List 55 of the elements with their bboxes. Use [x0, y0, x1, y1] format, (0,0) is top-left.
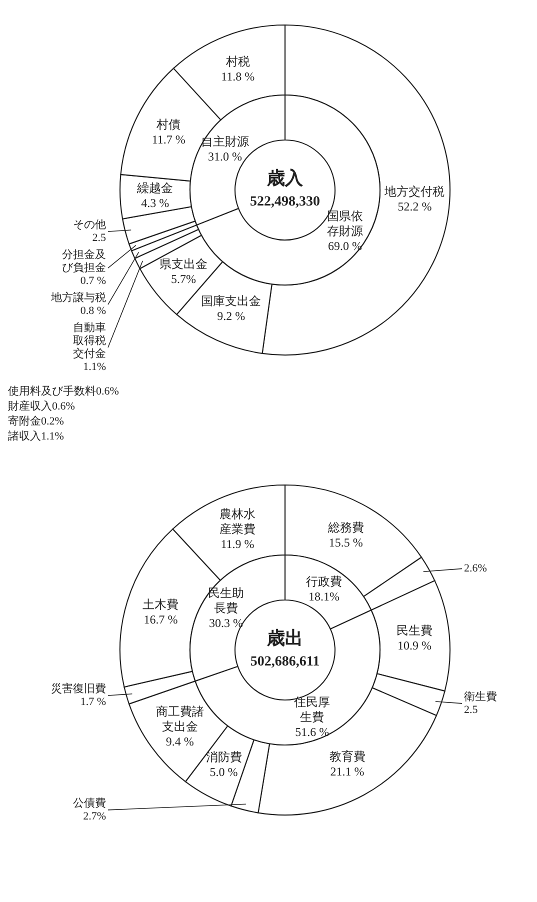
- data-label: 2.7%: [83, 810, 106, 822]
- data-label: 15.5 %: [328, 536, 363, 550]
- text: 使用料及び手数料0.6%: [8, 384, 119, 398]
- text: 諸収入1.1%: [8, 430, 64, 443]
- text: 502,686,611: [250, 654, 320, 670]
- text: 寄附金0.2%: [8, 414, 64, 428]
- slice-label: 県支出金: [160, 256, 208, 271]
- slice-label: 分担金及び負担金: [62, 249, 106, 274]
- data-label: 11.7 %: [152, 132, 186, 147]
- slice-label: 衛生費: [464, 690, 497, 703]
- data-label: 52.2 %: [398, 199, 432, 214]
- slice-label: 地方交付税: [384, 184, 445, 198]
- data-label: 2.6%: [464, 562, 487, 575]
- data-label: 31.0 %: [208, 150, 242, 164]
- slice-label: 公債費: [73, 796, 106, 810]
- slice-label: 自動車取得税交付金: [73, 321, 106, 360]
- data-label: 21.1 %: [330, 764, 364, 779]
- slice-label: 行政費: [306, 574, 342, 588]
- data-label: 9.2 %: [217, 308, 246, 323]
- slice-label: 消防費: [206, 750, 242, 764]
- slice-label: 地方譲与税: [50, 291, 106, 304]
- data-label: 9.4 %: [166, 734, 194, 748]
- slice-label: 住民厚生費: [293, 695, 330, 724]
- data-label: 16.7 %: [144, 612, 178, 626]
- slice-label: 教育費: [329, 750, 366, 764]
- slice-label: 民生費: [396, 624, 432, 638]
- data-label: 0.7 %: [80, 275, 106, 288]
- data-label: 1.7 %: [80, 696, 106, 708]
- slice-label: 村税: [224, 54, 250, 68]
- data-label: 0.8 %: [80, 305, 106, 318]
- slice-label: 村債: [156, 118, 181, 132]
- data-label: 2.5: [92, 232, 106, 244]
- text: 財産収入0.6%: [8, 400, 75, 413]
- data-label: 11.8 %: [221, 69, 255, 84]
- data-label: 18.1%: [308, 589, 340, 604]
- data-label: 5.7%: [171, 272, 196, 286]
- data-label: 11.9 %: [220, 536, 254, 551]
- slice-label: 繰越金: [136, 180, 174, 195]
- data-label: 2.5: [464, 704, 478, 716]
- data-label: 10.9 %: [397, 638, 432, 653]
- slice-label: 農林水産業費: [220, 506, 256, 536]
- text: 歳入: [266, 168, 304, 188]
- data-label: 4.3 %: [141, 196, 170, 210]
- slice-label: その他: [73, 219, 106, 232]
- slice-label: 総務費: [326, 520, 364, 535]
- slice-label: 国県依存財源: [326, 208, 363, 238]
- text: 522,498,330: [250, 194, 320, 210]
- text: 歳出: [266, 628, 303, 648]
- data-label: 1.1%: [83, 361, 106, 374]
- slice-label: 土木費: [142, 597, 179, 612]
- slice-label: 商工費諸支出金: [156, 704, 204, 734]
- data-label: 51.6 %: [295, 725, 330, 740]
- data-label: 5.0 %: [210, 765, 238, 780]
- slice-label: 災害復旧費: [51, 682, 106, 696]
- slice-label: 国庫支出金: [201, 294, 262, 308]
